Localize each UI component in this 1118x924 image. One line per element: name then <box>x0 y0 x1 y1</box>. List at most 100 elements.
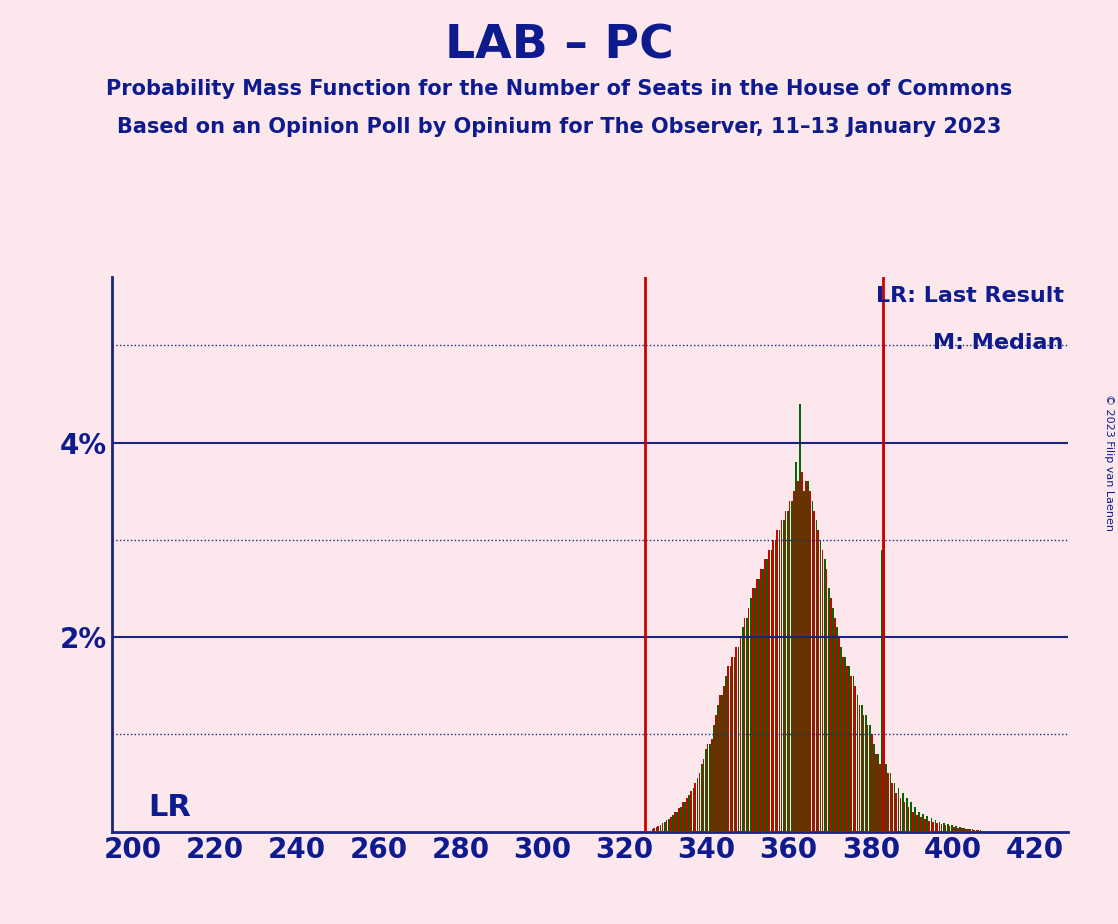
Bar <box>976 830 977 832</box>
Bar <box>883 346 884 832</box>
Bar <box>773 540 774 832</box>
Bar <box>665 820 667 832</box>
Bar <box>702 759 704 832</box>
Bar <box>714 715 717 832</box>
Bar <box>775 540 776 832</box>
Bar <box>866 724 869 832</box>
Bar <box>927 816 928 832</box>
Bar <box>689 795 690 832</box>
Bar <box>836 627 837 832</box>
Bar <box>893 783 896 832</box>
Bar <box>949 826 950 832</box>
Bar <box>653 828 655 832</box>
Bar <box>977 830 979 832</box>
Bar <box>912 812 913 832</box>
Bar <box>888 773 889 832</box>
Bar <box>885 763 888 832</box>
Bar <box>758 578 760 832</box>
Bar <box>832 608 834 832</box>
Bar <box>959 827 961 832</box>
Bar <box>750 598 751 832</box>
Bar <box>816 520 817 832</box>
Bar <box>863 715 864 832</box>
Bar <box>805 481 807 832</box>
Bar <box>807 481 809 832</box>
Bar <box>974 830 975 832</box>
Bar <box>760 569 761 832</box>
Bar <box>841 647 842 832</box>
Bar <box>824 559 825 832</box>
Bar <box>902 793 903 832</box>
Bar <box>692 788 694 832</box>
Bar <box>802 472 803 832</box>
Bar <box>809 492 811 832</box>
Bar <box>953 827 955 832</box>
Bar <box>680 808 682 832</box>
Bar <box>965 829 967 832</box>
Bar <box>705 749 707 832</box>
Bar <box>957 828 959 832</box>
Bar <box>967 829 969 832</box>
Bar <box>756 578 758 832</box>
Bar <box>828 589 830 832</box>
Bar <box>739 637 741 832</box>
Bar <box>762 569 764 832</box>
Bar <box>873 744 874 832</box>
Bar <box>859 705 860 832</box>
Bar <box>846 666 847 832</box>
Bar <box>738 647 739 832</box>
Bar <box>652 829 653 832</box>
Bar <box>935 820 937 832</box>
Bar <box>881 550 883 832</box>
Bar <box>678 808 680 832</box>
Bar <box>890 773 891 832</box>
Bar <box>854 686 856 832</box>
Bar <box>951 825 953 832</box>
Bar <box>812 501 813 832</box>
Bar <box>686 797 688 832</box>
Bar <box>945 825 946 832</box>
Bar <box>869 724 871 832</box>
Bar <box>849 666 850 832</box>
Bar <box>667 819 670 832</box>
Bar <box>743 617 746 832</box>
Bar <box>731 657 733 832</box>
Text: LR: LR <box>149 793 191 821</box>
Bar <box>711 739 712 832</box>
Bar <box>955 826 957 832</box>
Bar <box>918 812 920 832</box>
Bar <box>939 821 940 832</box>
Bar <box>875 754 877 832</box>
Bar <box>799 404 800 832</box>
Bar <box>682 802 684 832</box>
Bar <box>984 831 986 832</box>
Bar <box>838 637 840 832</box>
Bar <box>770 550 773 832</box>
Bar <box>797 481 798 832</box>
Text: LR: Last Result: LR: Last Result <box>875 286 1063 306</box>
Bar <box>718 705 719 832</box>
Bar <box>674 812 675 832</box>
Bar <box>982 831 984 832</box>
Text: © 2023 Filip van Laenen: © 2023 Filip van Laenen <box>1105 394 1114 530</box>
Bar <box>979 830 982 832</box>
Bar <box>755 589 756 832</box>
Bar <box>964 828 965 832</box>
Bar <box>793 492 795 832</box>
Bar <box>871 735 872 832</box>
Bar <box>910 802 912 832</box>
Bar <box>795 462 797 832</box>
Bar <box>699 773 700 832</box>
Bar <box>694 783 697 832</box>
Bar <box>751 589 754 832</box>
Bar <box>684 802 686 832</box>
Bar <box>915 808 916 832</box>
Bar <box>972 829 974 832</box>
Bar <box>701 763 702 832</box>
Bar <box>879 763 881 832</box>
Bar <box>898 788 900 832</box>
Text: Based on an Opinion Poll by Opinium for The Observer, 11–13 January 2023: Based on an Opinion Poll by Opinium for … <box>116 117 1002 138</box>
Bar <box>865 715 866 832</box>
Bar <box>817 530 819 832</box>
Bar <box>764 559 766 832</box>
